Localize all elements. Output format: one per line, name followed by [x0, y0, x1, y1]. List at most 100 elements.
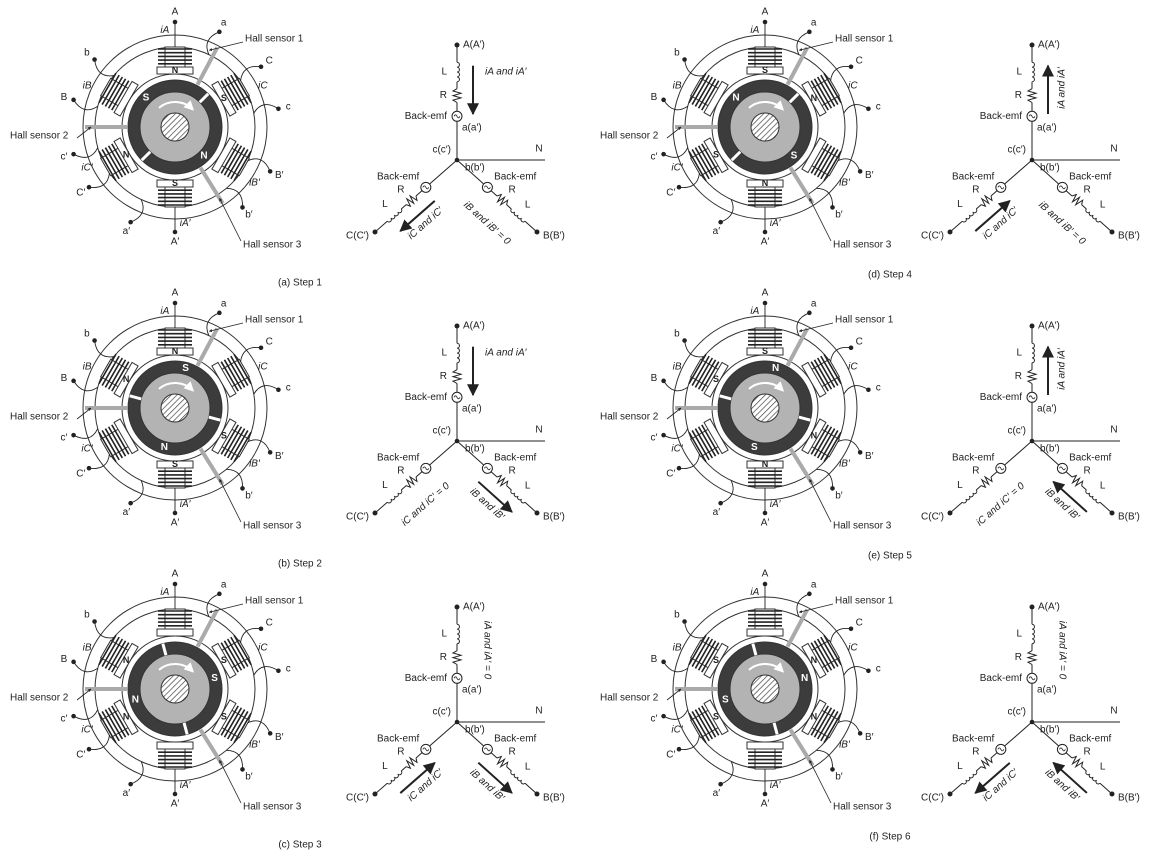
terminal-label: A	[172, 7, 179, 18]
rotor-pole: S	[211, 673, 218, 684]
terminal-label: b′	[835, 210, 843, 221]
terminal-dot	[128, 220, 133, 225]
component-label: R	[508, 466, 515, 477]
wire	[1082, 205, 1087, 209]
terminal-label: a′	[713, 788, 721, 799]
stator-pole: N	[123, 712, 130, 722]
hall-sensor-label: Hall sensor 1	[245, 596, 304, 607]
hall-sensor	[788, 329, 808, 366]
component-label: Back-emf	[377, 733, 419, 744]
inductor	[1086, 771, 1100, 784]
terminal-label: a	[811, 17, 817, 28]
terminal-label: b′	[245, 491, 253, 502]
wire	[507, 767, 512, 771]
inductor	[962, 209, 977, 222]
component-label: L	[525, 199, 531, 210]
hall-leader	[667, 689, 681, 700]
stator-pole: S	[762, 346, 768, 356]
component-label: Back-emf	[952, 733, 994, 744]
hall-sensor-label: Hall sensor 3	[243, 240, 302, 251]
node-label: C(C′)	[346, 231, 369, 242]
terminal-dot	[677, 185, 682, 190]
component-label: L	[441, 348, 447, 359]
current-label: iA′	[180, 780, 192, 791]
rotor-pole: S	[722, 694, 729, 705]
current-label: iC′	[81, 444, 93, 455]
caption: (f) Step 6	[869, 832, 911, 843]
terminal-dot	[1030, 324, 1035, 329]
node-label: A(A′)	[463, 40, 485, 51]
current-label: iC	[258, 81, 268, 92]
terminal-dot	[661, 98, 666, 103]
wire	[1066, 191, 1072, 196]
shaft	[751, 394, 779, 422]
component-label: L	[525, 761, 531, 772]
terminal-label: C′	[666, 750, 675, 761]
motor: SNNSSNHall sensor 1Hall sensor 2Hall sen…	[600, 7, 894, 251]
terminal-dot	[173, 792, 178, 797]
rotor-pole: N	[772, 363, 779, 374]
component-label: Back-emf	[377, 452, 419, 463]
terminal-label: B′	[865, 451, 874, 462]
terminal-label: A′	[761, 799, 770, 810]
current-label: iA	[750, 306, 759, 317]
current-label: iC	[848, 81, 858, 92]
terminal-dot	[661, 660, 666, 665]
terminal-dot	[849, 345, 854, 350]
hall-leader	[77, 127, 91, 138]
resistor	[981, 196, 992, 206]
current-label: iA	[160, 587, 169, 598]
wire	[491, 472, 497, 477]
terminal-label: c′	[650, 432, 657, 443]
component-label: Back-emf	[952, 171, 994, 182]
inductor	[1032, 343, 1034, 363]
terminal-lead	[831, 347, 851, 362]
component-label: L	[1100, 480, 1106, 491]
component-label: R	[972, 746, 979, 757]
terminal-dot	[858, 731, 863, 736]
node-label: A(A′)	[1038, 602, 1060, 613]
hall-leader	[810, 760, 831, 803]
terminal-label: C′	[76, 750, 85, 761]
current-label: iA and iA′	[1057, 347, 1068, 390]
current-label: iB and iB′	[468, 767, 507, 804]
terminal-dot	[217, 311, 222, 316]
motor: SSNNSNHall sensor 1Hall sensor 2Hall sen…	[10, 569, 304, 813]
stator-pole: N	[811, 431, 818, 441]
diagram: NSSNSNHall sensor 1Hall sensor 2Hall sen…	[0, 0, 1157, 861]
node-label: a(a′)	[462, 123, 482, 134]
node-label: C(C′)	[346, 512, 369, 523]
terminal-dot	[373, 511, 378, 516]
wire	[430, 441, 457, 465]
current-label: iB	[673, 362, 682, 373]
terminal-dot	[661, 379, 666, 384]
component-label: R	[1083, 185, 1090, 196]
node-label: A(A′)	[463, 602, 485, 613]
wire	[416, 191, 422, 196]
component-label: Back-emf	[405, 111, 447, 122]
node-label: B(B′)	[1118, 512, 1140, 523]
resistor	[497, 756, 508, 766]
rotor-pole: N	[132, 694, 139, 705]
node-label: B(B′)	[543, 512, 565, 523]
wire	[976, 205, 981, 209]
inductor	[511, 771, 525, 784]
terminal-label: B′	[275, 451, 284, 462]
tooth-body	[165, 609, 185, 631]
component-label: L	[1100, 199, 1106, 210]
component-label: R	[508, 747, 515, 758]
current-label: iB′	[839, 458, 851, 469]
terminal-lead	[679, 735, 699, 750]
current-label: iA and iA′ = 0	[1056, 621, 1067, 680]
stator-pole: N	[123, 150, 130, 160]
current-label: iC	[258, 362, 268, 373]
hall-sensor-label: Hall sensor 3	[243, 521, 302, 532]
circuit: LRBack-emfiA and iA′LRBack-emfiC and iC′…	[346, 40, 565, 248]
current-label: iA′	[770, 499, 782, 510]
wire	[1066, 472, 1072, 477]
terminal-label: a	[221, 298, 227, 309]
node-label: a(a′)	[462, 404, 482, 415]
current-label: iB and iB′	[468, 486, 507, 523]
terminal-dot	[276, 387, 281, 392]
caption: (b) Step 2	[278, 559, 322, 570]
